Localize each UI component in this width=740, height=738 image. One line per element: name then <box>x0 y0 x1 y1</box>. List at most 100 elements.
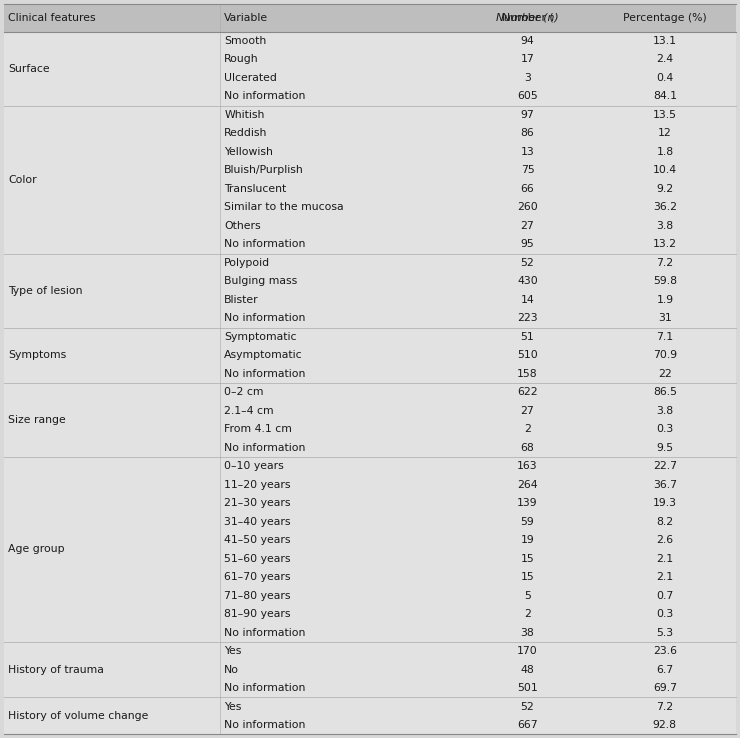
Text: No information: No information <box>224 443 306 452</box>
Text: 0.3: 0.3 <box>656 609 673 619</box>
Text: 501: 501 <box>517 683 538 693</box>
Text: 21–30 years: 21–30 years <box>224 498 291 508</box>
Text: 51: 51 <box>521 332 534 342</box>
Text: 5.3: 5.3 <box>656 627 673 638</box>
Text: 10.4: 10.4 <box>653 165 677 176</box>
Text: Ulcerated: Ulcerated <box>224 73 278 83</box>
Bar <box>4 179 736 198</box>
Text: 17: 17 <box>521 55 534 64</box>
Text: 36.2: 36.2 <box>653 202 677 213</box>
Bar <box>4 309 736 328</box>
Text: 31: 31 <box>658 314 672 323</box>
Text: 163: 163 <box>517 461 538 472</box>
Text: 11–20 years: 11–20 years <box>224 480 291 490</box>
Text: Translucent: Translucent <box>224 184 286 194</box>
Bar <box>4 87 736 106</box>
Text: 75: 75 <box>521 165 534 176</box>
Text: 84.1: 84.1 <box>653 92 677 101</box>
Text: No information: No information <box>224 683 306 693</box>
Bar <box>4 549 736 568</box>
Text: Symptoms: Symptoms <box>8 351 67 360</box>
Text: 51–60 years: 51–60 years <box>224 554 291 564</box>
Text: Similar to the mucosa: Similar to the mucosa <box>224 202 344 213</box>
Text: 139: 139 <box>517 498 538 508</box>
Text: 27: 27 <box>521 406 534 415</box>
Bar <box>4 272 736 291</box>
Text: No information: No information <box>224 627 306 638</box>
Bar <box>4 587 736 605</box>
Text: 92.8: 92.8 <box>653 720 677 730</box>
Text: 3: 3 <box>524 73 531 83</box>
Text: 622: 622 <box>517 387 538 397</box>
Text: 3.8: 3.8 <box>656 406 673 415</box>
Bar <box>4 716 736 734</box>
Text: 8.2: 8.2 <box>656 517 673 527</box>
Bar <box>4 624 736 642</box>
Bar <box>4 605 736 624</box>
Text: 260: 260 <box>517 202 538 213</box>
Text: 27: 27 <box>521 221 534 231</box>
Text: 0.7: 0.7 <box>656 590 673 601</box>
Bar <box>4 457 736 475</box>
Text: No information: No information <box>224 239 306 249</box>
Text: Number (: Number ( <box>502 13 554 23</box>
Bar <box>4 642 736 661</box>
Text: Number (    ): Number ( ) <box>495 13 559 23</box>
Text: 71–80 years: 71–80 years <box>224 590 291 601</box>
Text: 68: 68 <box>521 443 534 452</box>
Text: 170: 170 <box>517 646 538 656</box>
Text: 7.2: 7.2 <box>656 702 673 711</box>
Bar <box>4 142 736 161</box>
Text: 2: 2 <box>524 609 531 619</box>
Text: 69.7: 69.7 <box>653 683 677 693</box>
Bar <box>4 106 736 124</box>
Text: 0.4: 0.4 <box>656 73 673 83</box>
Text: 223: 223 <box>517 314 538 323</box>
Text: Polypoid: Polypoid <box>224 258 270 268</box>
Text: 52: 52 <box>521 702 534 711</box>
Text: 2.1: 2.1 <box>656 572 673 582</box>
Text: 36.7: 36.7 <box>653 480 677 490</box>
Text: 2.6: 2.6 <box>656 535 673 545</box>
Text: Yes: Yes <box>224 702 242 711</box>
Text: 7.2: 7.2 <box>656 258 673 268</box>
Text: 2.1–4 cm: 2.1–4 cm <box>224 406 274 415</box>
Text: 13.1: 13.1 <box>653 36 677 46</box>
Text: 0–10 years: 0–10 years <box>224 461 284 472</box>
Bar <box>4 254 736 272</box>
Text: 1.8: 1.8 <box>656 147 673 157</box>
Text: 12: 12 <box>658 128 672 139</box>
Bar <box>4 217 736 235</box>
Text: Blister: Blister <box>224 294 259 305</box>
Text: Others: Others <box>224 221 261 231</box>
Text: No: No <box>224 665 239 675</box>
Bar <box>4 4 736 32</box>
Bar <box>4 512 736 531</box>
Text: Color: Color <box>8 175 37 184</box>
Text: 0–2 cm: 0–2 cm <box>224 387 263 397</box>
Text: 667: 667 <box>517 720 538 730</box>
Text: 1.9: 1.9 <box>656 294 673 305</box>
Text: Age group: Age group <box>8 545 65 554</box>
Text: Bulging mass: Bulging mass <box>224 276 297 286</box>
Text: 22.7: 22.7 <box>653 461 677 472</box>
Text: Symptomatic: Symptomatic <box>224 332 297 342</box>
Text: Rough: Rough <box>224 55 259 64</box>
Text: Reddish: Reddish <box>224 128 268 139</box>
Text: 97: 97 <box>521 110 534 120</box>
Text: 15: 15 <box>521 554 534 564</box>
Text: 2.1: 2.1 <box>656 554 673 564</box>
Text: 86.5: 86.5 <box>653 387 677 397</box>
Text: No information: No information <box>224 369 306 379</box>
Text: 14: 14 <box>521 294 534 305</box>
Text: Smooth: Smooth <box>224 36 266 46</box>
Text: 70.9: 70.9 <box>653 351 677 360</box>
Text: 5: 5 <box>524 590 531 601</box>
Text: 52: 52 <box>521 258 534 268</box>
Text: 3.8: 3.8 <box>656 221 673 231</box>
Text: 7.1: 7.1 <box>656 332 673 342</box>
Bar <box>4 568 736 587</box>
Text: 605: 605 <box>517 92 538 101</box>
Bar <box>4 69 736 87</box>
Text: Yes: Yes <box>224 646 242 656</box>
